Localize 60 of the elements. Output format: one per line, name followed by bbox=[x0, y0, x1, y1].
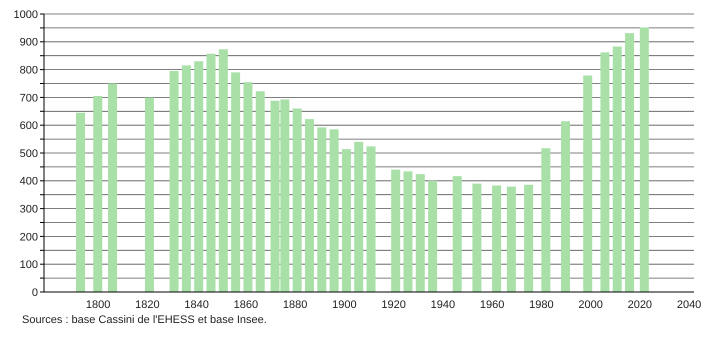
x-tick-label: 1920 bbox=[381, 298, 406, 311]
bar bbox=[218, 49, 228, 292]
bar bbox=[524, 184, 534, 292]
bar bbox=[317, 127, 326, 292]
bar bbox=[492, 186, 502, 292]
bar bbox=[182, 65, 191, 292]
y-tick-label: 100 bbox=[20, 259, 38, 272]
x-tick-label: 1800 bbox=[86, 298, 110, 311]
bar bbox=[243, 82, 252, 292]
bar bbox=[330, 129, 339, 292]
x-tick-label: 2000 bbox=[578, 298, 603, 311]
x-tick-label: 1860 bbox=[234, 298, 258, 311]
x-tick-label: 2020 bbox=[628, 298, 652, 311]
x-tick-label: 1940 bbox=[430, 298, 456, 311]
bar bbox=[108, 84, 118, 292]
bar bbox=[452, 176, 462, 292]
bar bbox=[256, 91, 265, 292]
bar bbox=[428, 180, 438, 292]
y-tick-label: 300 bbox=[20, 204, 38, 216]
bar bbox=[506, 186, 516, 292]
x-tick-label: 1820 bbox=[135, 298, 160, 311]
bar bbox=[170, 70, 179, 292]
y-tick-label: 700 bbox=[20, 92, 38, 104]
y-tick-label: 400 bbox=[20, 176, 38, 188]
x-tick-label: 1840 bbox=[184, 298, 209, 311]
bar bbox=[231, 72, 240, 292]
bar bbox=[625, 33, 634, 292]
bar bbox=[472, 184, 482, 292]
y-tick-label: 0 bbox=[32, 286, 38, 299]
bar bbox=[354, 142, 364, 292]
bar bbox=[416, 174, 425, 292]
y-tick-label: 200 bbox=[20, 231, 38, 244]
y-tick-label: 600 bbox=[20, 120, 38, 132]
bar bbox=[612, 46, 622, 292]
bar bbox=[561, 121, 570, 292]
y-tick-label: 900 bbox=[20, 36, 38, 49]
y-tick-label: 500 bbox=[20, 148, 38, 160]
x-tick-label: 1960 bbox=[480, 298, 504, 311]
x-tick-label: 1880 bbox=[282, 298, 308, 311]
bar bbox=[194, 61, 204, 292]
bar bbox=[292, 108, 302, 292]
bar bbox=[342, 149, 351, 292]
bar bbox=[366, 146, 376, 292]
bar bbox=[600, 52, 610, 292]
x-tick-label: 2040 bbox=[676, 298, 702, 311]
bar bbox=[93, 96, 102, 292]
bar bbox=[76, 112, 86, 292]
x-tick-label: 1900 bbox=[332, 298, 357, 311]
y-tick-label: 1000 bbox=[14, 8, 38, 21]
bar bbox=[391, 170, 400, 292]
bar bbox=[304, 119, 314, 292]
bar bbox=[640, 27, 649, 292]
source-note: Sources : base Cassini de l'EHESS et base Insee. bbox=[22, 314, 268, 326]
bar bbox=[541, 148, 550, 292]
y-tick-label: 800 bbox=[20, 64, 38, 77]
x-tick-label: 1980 bbox=[529, 298, 554, 311]
bar bbox=[144, 97, 154, 292]
bar bbox=[403, 171, 412, 292]
bar bbox=[583, 75, 592, 292]
bar bbox=[206, 54, 216, 292]
